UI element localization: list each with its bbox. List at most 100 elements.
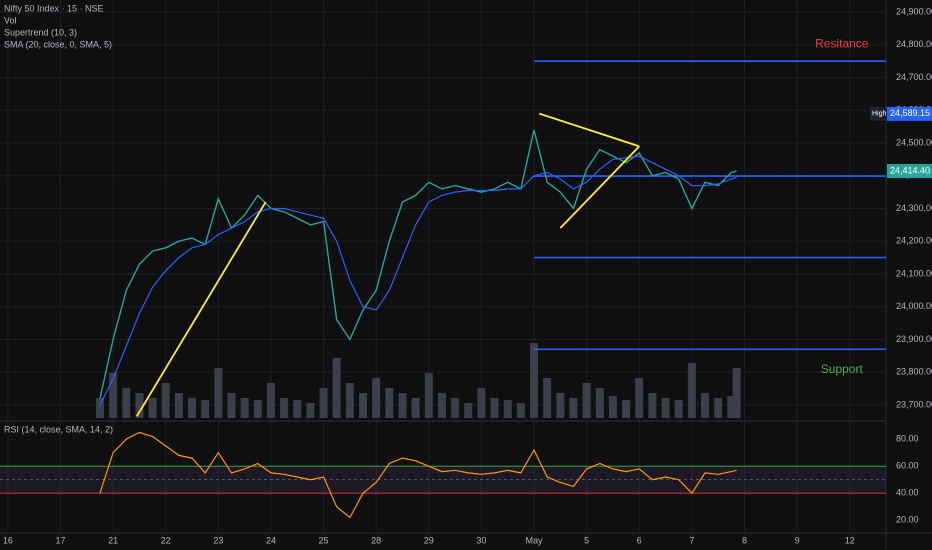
- y-tick-label: 60.00: [896, 461, 919, 471]
- volume-bar: [266, 383, 275, 418]
- volume-bar: [516, 403, 525, 418]
- volume-bar: [701, 393, 710, 418]
- volume-bar: [674, 400, 683, 418]
- price-tag: [887, 106, 932, 121]
- y-tick-label: 24,700.00: [896, 72, 932, 82]
- volume-bar: [293, 400, 302, 418]
- x-tick-label: 12: [845, 535, 855, 545]
- x-tick-label: 23: [213, 535, 223, 545]
- volume-bar: [530, 343, 539, 418]
- volume-bar: [95, 398, 104, 418]
- y-tick-label: 23,900.00: [896, 334, 932, 344]
- chart-title: Nifty 50 Index · 15 · NSE: [4, 3, 104, 13]
- volume-bar: [227, 393, 236, 418]
- volume-bar: [582, 383, 591, 418]
- price-tag-label: High: [872, 111, 887, 118]
- volume-bar: [253, 400, 262, 418]
- volume-bar: [595, 388, 604, 418]
- x-tick-label: 17: [55, 535, 65, 545]
- x-tick-label: 24: [266, 535, 276, 545]
- x-tick-label: 16: [3, 535, 13, 545]
- x-tick-label: 30: [476, 535, 486, 545]
- x-tick-label: 21: [108, 535, 118, 545]
- volume-bar: [280, 398, 289, 418]
- volume-bar: [411, 398, 420, 418]
- volume-bar: [464, 403, 473, 418]
- x-tick-label: 5: [584, 535, 589, 545]
- volume-bar: [359, 393, 368, 418]
- y-tick-label: 24,900.00: [896, 6, 932, 16]
- volume-bar: [661, 398, 670, 418]
- volume-bar: [188, 398, 197, 418]
- volume-bar: [214, 368, 223, 418]
- volume-bar: [240, 398, 249, 418]
- volume-bar: [727, 396, 736, 418]
- x-tick-label: 7: [689, 535, 694, 545]
- sma-line: [99, 155, 737, 406]
- y-tick-label: 24,100.00: [896, 268, 932, 278]
- x-tick-label: 28: [371, 535, 381, 545]
- pane-title: RSI (14, close, SMA, 14, 2): [4, 424, 113, 434]
- y-tick-label: 24,300.00: [896, 203, 932, 213]
- volume-bar: [714, 398, 723, 418]
- volume-bar: [424, 373, 433, 418]
- price-tag-text: 24,589.15: [890, 108, 930, 118]
- labels: Nifty 50 Index · 15 · NSE Vol Supertrend…: [3, 3, 932, 545]
- volume-bar: [451, 398, 460, 418]
- trend-line: [539, 112, 640, 148]
- volume-bar: [109, 373, 118, 418]
- volume-bar: [201, 400, 210, 418]
- y-tick-label: 23,700.00: [896, 399, 932, 409]
- volume-bar: [398, 393, 407, 418]
- volume-bar: [608, 396, 617, 418]
- legend-entry: Vol: [4, 15, 17, 25]
- x-tick-label: 9: [795, 535, 800, 545]
- legend-entry: Supertrend (10, 3): [4, 27, 77, 37]
- y-tick-label: 24,500.00: [896, 137, 932, 147]
- volume-bar: [319, 388, 328, 418]
- annotation: Resitance: [815, 36, 869, 50]
- x-tick-label: 8: [742, 535, 747, 545]
- volume-bar: [122, 388, 131, 418]
- volume-bar: [477, 388, 486, 418]
- y-tick-label: 80.00: [896, 434, 919, 444]
- y-tick-label: 23,800.00: [896, 367, 932, 377]
- y-tick-label: 24,000.00: [896, 301, 932, 311]
- x-tick-label: 25: [319, 535, 329, 545]
- volume-bar: [490, 398, 499, 418]
- price-tag: [887, 164, 932, 179]
- volume-bar: [148, 398, 157, 418]
- price-tag-text: 24,414.40: [890, 165, 930, 175]
- volume-bar: [161, 383, 170, 418]
- trend-line: [559, 145, 640, 229]
- volume-bar: [372, 378, 381, 418]
- y-tick-label: 24,800.00: [896, 39, 932, 49]
- volume-bar: [622, 400, 631, 418]
- volume-bar: [174, 393, 183, 418]
- volume-bar: [306, 403, 315, 418]
- price-tag-label-bg: [870, 106, 887, 121]
- marks: [0, 60, 886, 519]
- annotation: Support: [821, 362, 864, 376]
- trend-line: [136, 201, 267, 417]
- volume-bar: [437, 393, 446, 418]
- x-tick-label: 6: [637, 535, 642, 545]
- volume-bar: [332, 358, 341, 418]
- volume-bar: [345, 383, 354, 418]
- volume-bar: [648, 393, 657, 418]
- volume-bar: [687, 363, 696, 418]
- volume-bar: [732, 368, 741, 418]
- y-tick-label: 24,200.00: [896, 236, 932, 246]
- x-tick-label: 29: [424, 535, 434, 545]
- y-tick-label: 20.00: [896, 515, 919, 525]
- volume-bar: [635, 378, 644, 418]
- volume-bar: [135, 393, 144, 418]
- volume-bar: [503, 400, 512, 418]
- rsi-line: [99, 431, 737, 519]
- volume-bar: [543, 378, 552, 418]
- volume-bar: [556, 393, 565, 418]
- x-tick-label: May: [526, 535, 544, 545]
- volume-bar: [385, 388, 394, 418]
